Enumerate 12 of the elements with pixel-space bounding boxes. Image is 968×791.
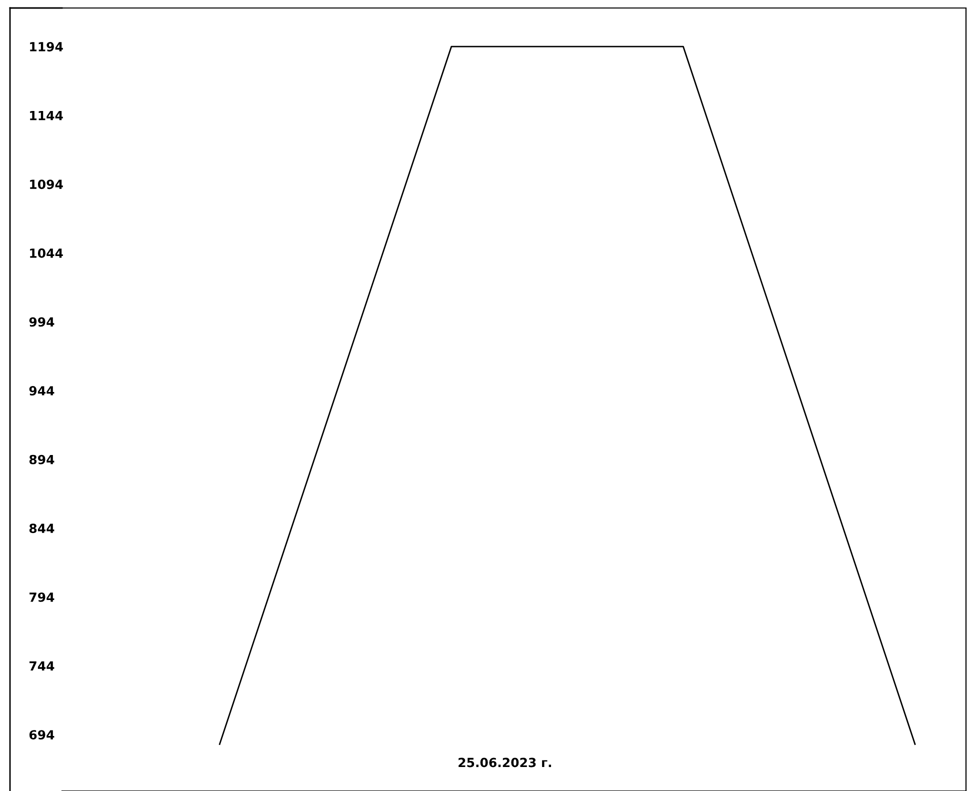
y-tick-label: 844 xyxy=(29,524,54,534)
y-tick-label: 744 xyxy=(30,661,54,671)
y-tick-label: 794 xyxy=(30,592,54,602)
y-tick-label: 994 xyxy=(29,317,54,327)
annotation: 25.06.2023 г. xyxy=(458,758,552,768)
y-tick-label: 894 xyxy=(29,454,54,464)
y-tick-label: 1144 xyxy=(30,110,63,120)
y-tick-label: 1194 xyxy=(30,42,63,52)
y-tick-label: 944 xyxy=(29,386,54,396)
y-tick-label: 1044 xyxy=(30,248,63,258)
y-tick-label: 1094 xyxy=(30,180,63,190)
y-tick-label: 694 xyxy=(29,730,54,740)
